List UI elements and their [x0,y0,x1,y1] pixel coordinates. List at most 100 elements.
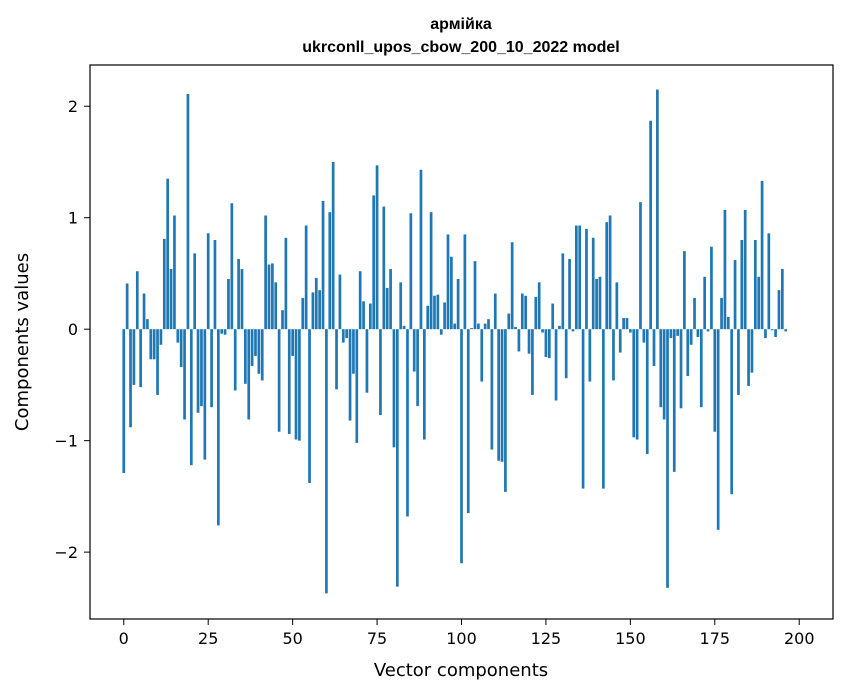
bar [287,329,291,434]
bar [672,329,676,472]
bar [146,319,149,330]
bar [726,316,730,330]
bar [325,329,328,594]
bar [250,329,254,366]
x-tick-label: 25 [198,629,218,648]
bar [561,253,565,330]
bar [213,240,217,330]
bar [271,263,274,330]
bar [355,329,359,443]
bar [662,329,666,420]
bar [483,323,487,330]
bar [750,329,754,373]
bar [683,251,686,330]
bar [159,329,163,345]
bar [439,329,443,335]
bar [152,329,156,360]
bar [595,279,598,330]
bar [331,161,335,330]
bar [703,276,707,330]
bar [375,165,379,330]
bar [446,234,450,330]
bar [601,329,605,489]
bar [578,225,582,330]
bar [186,93,190,330]
bar [642,329,646,343]
bar [510,242,514,330]
bar [608,215,612,330]
bar [203,329,207,460]
plot-frame [89,64,834,620]
bar [358,271,362,330]
bar [183,329,186,420]
bar [298,329,301,441]
bar [652,329,656,366]
bar [392,329,396,448]
bar [294,329,298,440]
bar [230,203,234,330]
x-axis-ticks: 0 25 50 75 100 125 150 175 200 [119,619,815,648]
bar [162,238,166,330]
bar [345,329,349,339]
bar [747,329,750,387]
bar [291,329,294,356]
bar [581,329,585,489]
x-tick-label: 150 [615,629,646,648]
bar [402,325,406,330]
bar [527,329,531,354]
bar [240,268,244,330]
bar [713,329,717,432]
bar [666,329,669,588]
bar [179,329,183,368]
bar [770,329,774,331]
bar [618,329,622,353]
bar [615,282,619,330]
bar [490,329,494,450]
bar [284,237,288,330]
bar [389,268,392,330]
bar [547,329,551,359]
bar [679,329,683,409]
bar [591,237,595,330]
bar [125,283,129,330]
bar [585,228,588,330]
bar [321,200,325,330]
bar [423,329,426,440]
bars-group [122,89,788,594]
bar [507,313,511,330]
bar [274,282,278,330]
bar [419,169,423,330]
bar [493,293,497,330]
bar [740,240,744,330]
bar [564,329,568,379]
bar [453,323,457,330]
bar [200,329,203,407]
bar [433,295,436,330]
bar [706,329,710,332]
bar [622,318,625,330]
bar [635,329,639,440]
bar [352,329,355,374]
bar [395,329,399,587]
bar [730,329,734,495]
bar [639,202,642,330]
bar [443,302,446,330]
bar [193,253,197,330]
bar [426,305,430,330]
bar [551,303,555,330]
bar [517,329,521,352]
bar [139,329,143,388]
bar [399,282,403,330]
bar [196,329,200,413]
bar [537,282,541,330]
bar [311,292,315,330]
bar [206,233,210,330]
bar [409,213,413,330]
bar [480,329,484,382]
bar [412,329,416,372]
bar [520,293,524,330]
bar [710,246,713,330]
bar [169,268,173,330]
y-tick-label: 1 [68,209,78,228]
